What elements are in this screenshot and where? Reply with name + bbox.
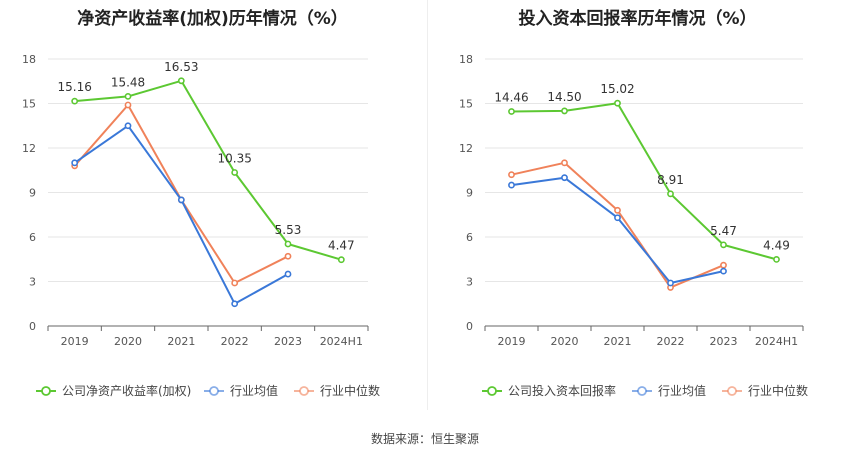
data-point — [720, 261, 727, 269]
legend-swatch-marker — [727, 386, 737, 396]
data-label: 4.47 — [328, 239, 355, 253]
series-line-2 — [74, 124, 289, 305]
x-tick-label: 2021 — [604, 335, 632, 348]
series-line-2 — [511, 176, 724, 284]
data-point — [284, 270, 292, 278]
legend-swatch-marker — [41, 386, 51, 396]
y-tick-label: 9 — [466, 187, 473, 200]
data-point — [231, 279, 239, 287]
data-point — [720, 267, 727, 275]
data-label: 8.91 — [657, 173, 684, 187]
x-tick-label: 2020 — [551, 335, 579, 348]
data-point — [337, 256, 345, 264]
series-line-1 — [511, 102, 777, 261]
data-point — [667, 190, 674, 198]
data-point — [508, 171, 515, 179]
legend-1: 公司净资产收益率(加权) 行业均值 行业中位数 — [36, 383, 380, 398]
data-label: 14.46 — [494, 91, 528, 105]
x-tick-label: 2023 — [274, 335, 302, 348]
x-tick-label: 2019 — [61, 335, 89, 348]
data-label: 16.53 — [164, 60, 198, 74]
data-point — [231, 169, 239, 176]
y-tick-label: 6 — [29, 231, 36, 244]
data-point — [177, 77, 185, 85]
x-tick-label: 2022 — [657, 335, 685, 348]
series-line-3 — [73, 104, 289, 284]
data-source: 数据来源：恒生聚源 — [370, 432, 479, 446]
legend-swatch-marker — [299, 386, 309, 396]
data-point — [614, 99, 621, 107]
data-label: 5.53 — [275, 223, 302, 237]
data-point — [124, 101, 132, 109]
data-point — [667, 279, 674, 287]
data-label: 10.35 — [217, 151, 251, 165]
data-label: 4.49 — [763, 238, 790, 252]
y-tick-label: 3 — [29, 276, 36, 289]
legend-label: 行业中位数 — [748, 383, 808, 398]
data-point — [561, 174, 568, 182]
data-label: 5.47 — [710, 224, 737, 238]
legend-label: 行业中位数 — [320, 383, 380, 398]
legend-label: 公司净资产收益率(加权) — [62, 383, 191, 398]
legend-swatch-marker — [637, 386, 647, 396]
y-tick-label: 12 — [22, 142, 36, 155]
data-point — [177, 196, 185, 204]
chart-title-roe: 净资产收益率(加权)历年情况（%） — [77, 9, 348, 29]
data-label: 15.02 — [600, 82, 634, 96]
data-point — [773, 255, 780, 263]
series-line-1 — [74, 79, 342, 261]
data-point — [508, 181, 515, 189]
x-tick-label: 2024H1 — [320, 335, 363, 348]
x-tick-label: 2022 — [221, 335, 249, 348]
y-tick-label: 18 — [22, 53, 36, 66]
x-tick-label: 2021 — [167, 335, 195, 348]
data-point — [284, 252, 292, 260]
x-tick-label: 2024H1 — [755, 335, 798, 348]
data-point — [124, 92, 132, 100]
legend-swatch-marker — [487, 386, 497, 396]
data-point — [614, 206, 621, 214]
chart-title-roic: 投入资本回报率历年情况（%） — [518, 9, 757, 29]
y-tick-label: 0 — [466, 320, 473, 333]
data-point — [720, 241, 727, 249]
x-tick-label: 2023 — [710, 335, 738, 348]
chart-divider — [427, 0, 428, 410]
data-point — [231, 300, 239, 308]
data-point — [124, 122, 132, 130]
y-tick-label: 9 — [29, 187, 36, 200]
chart-1: 0 3 6 9 12 15 18 2019 2020 2021 2022 2023 2024H1 15.1… — [22, 53, 380, 398]
data-point — [614, 214, 621, 222]
y-tick-label: 0 — [29, 320, 36, 333]
y-tick-label: 6 — [466, 231, 473, 244]
y-tick-label: 3 — [466, 276, 473, 289]
data-point — [561, 107, 568, 115]
data-point — [71, 97, 79, 105]
x-tick-label: 2019 — [498, 335, 526, 348]
legend-2: 公司投入资本回报率 行业均值 行业中位数 — [482, 383, 808, 398]
legend-label: 行业均值 — [230, 383, 278, 398]
data-label: 15.48 — [111, 75, 145, 89]
y-tick-label: 15 — [459, 98, 473, 111]
data-label: 14.50 — [547, 90, 581, 104]
legend-label: 行业均值 — [658, 383, 706, 398]
y-tick-label: 15 — [22, 98, 36, 111]
data-point — [561, 159, 568, 167]
legend-swatch-marker — [209, 386, 219, 396]
y-tick-label: 18 — [459, 53, 473, 66]
y-tick-label: 12 — [459, 142, 473, 155]
data-point — [71, 159, 79, 167]
data-point — [508, 108, 515, 115]
legend-label: 公司投入资本回报率 — [508, 383, 616, 398]
chart-2: 0 3 6 9 12 15 18 2019 2020 2021 2022 2023 2024H1 14.4… — [459, 53, 808, 398]
data-label: 15.16 — [57, 80, 91, 94]
data-point — [284, 240, 292, 248]
x-tick-label: 2020 — [114, 335, 142, 348]
